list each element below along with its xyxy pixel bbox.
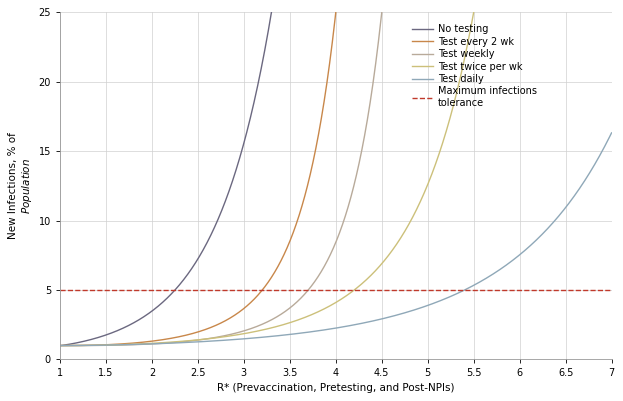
Test twice per wk <box>592 3 599 8</box>
Line: Test every 2 wk: Test every 2 wk <box>60 5 612 346</box>
Test twice per wk <box>592 3 599 8</box>
Test every 2 wk <box>592 3 599 8</box>
Test weekly <box>310 281 317 286</box>
Test every 2 wk <box>85 343 92 348</box>
Test daily <box>325 327 332 332</box>
Test twice per wk <box>310 312 317 316</box>
Legend: No testing, Test every 2 wk, Test weekly, Test twice per wk, Test daily, Maximum: No testing, Test every 2 wk, Test weekly… <box>409 22 539 110</box>
Test weekly <box>608 3 616 8</box>
No testing <box>310 3 318 8</box>
Test twice per wk <box>491 3 498 8</box>
Test weekly <box>379 3 386 8</box>
Test twice per wk <box>85 343 92 348</box>
Test every 2 wk <box>310 157 317 162</box>
Test daily <box>608 130 616 135</box>
Test daily <box>56 343 64 348</box>
No testing <box>269 3 277 8</box>
Line: Test daily: Test daily <box>60 133 612 346</box>
X-axis label: R* (Prevaccination, Pretesting, and Post-NPIs): R* (Prevaccination, Pretesting, and Post… <box>217 383 455 393</box>
Test twice per wk <box>608 3 616 8</box>
Maximum infections
tolerance <box>56 288 64 292</box>
Test every 2 wk <box>56 343 64 348</box>
No testing <box>608 3 616 8</box>
Test every 2 wk <box>608 3 616 8</box>
Test twice per wk <box>471 3 478 8</box>
No testing <box>491 3 498 8</box>
Test daily <box>85 343 92 348</box>
Line: Test weekly: Test weekly <box>60 5 612 346</box>
Y-axis label: New Infections, % of
$\it{Population}$: New Infections, % of $\it{Population}$ <box>8 132 34 239</box>
Test daily <box>310 329 317 334</box>
Test weekly <box>85 343 92 348</box>
Test every 2 wk <box>333 3 341 8</box>
Test every 2 wk <box>325 71 332 76</box>
Test weekly <box>56 343 64 348</box>
Test weekly <box>491 3 498 8</box>
Line: Test twice per wk: Test twice per wk <box>60 5 612 346</box>
Test daily <box>592 160 599 165</box>
No testing <box>85 338 92 343</box>
Test weekly <box>592 3 599 8</box>
Test weekly <box>325 257 332 261</box>
Test daily <box>490 271 498 275</box>
Line: No testing: No testing <box>60 5 612 346</box>
Test every 2 wk <box>491 3 498 8</box>
No testing <box>56 343 64 348</box>
Test daily <box>591 161 599 166</box>
Test twice per wk <box>56 343 64 348</box>
No testing <box>592 3 599 8</box>
Test weekly <box>592 3 599 8</box>
No testing <box>325 3 332 8</box>
Test twice per wk <box>325 304 332 309</box>
No testing <box>592 3 599 8</box>
Test every 2 wk <box>592 3 599 8</box>
